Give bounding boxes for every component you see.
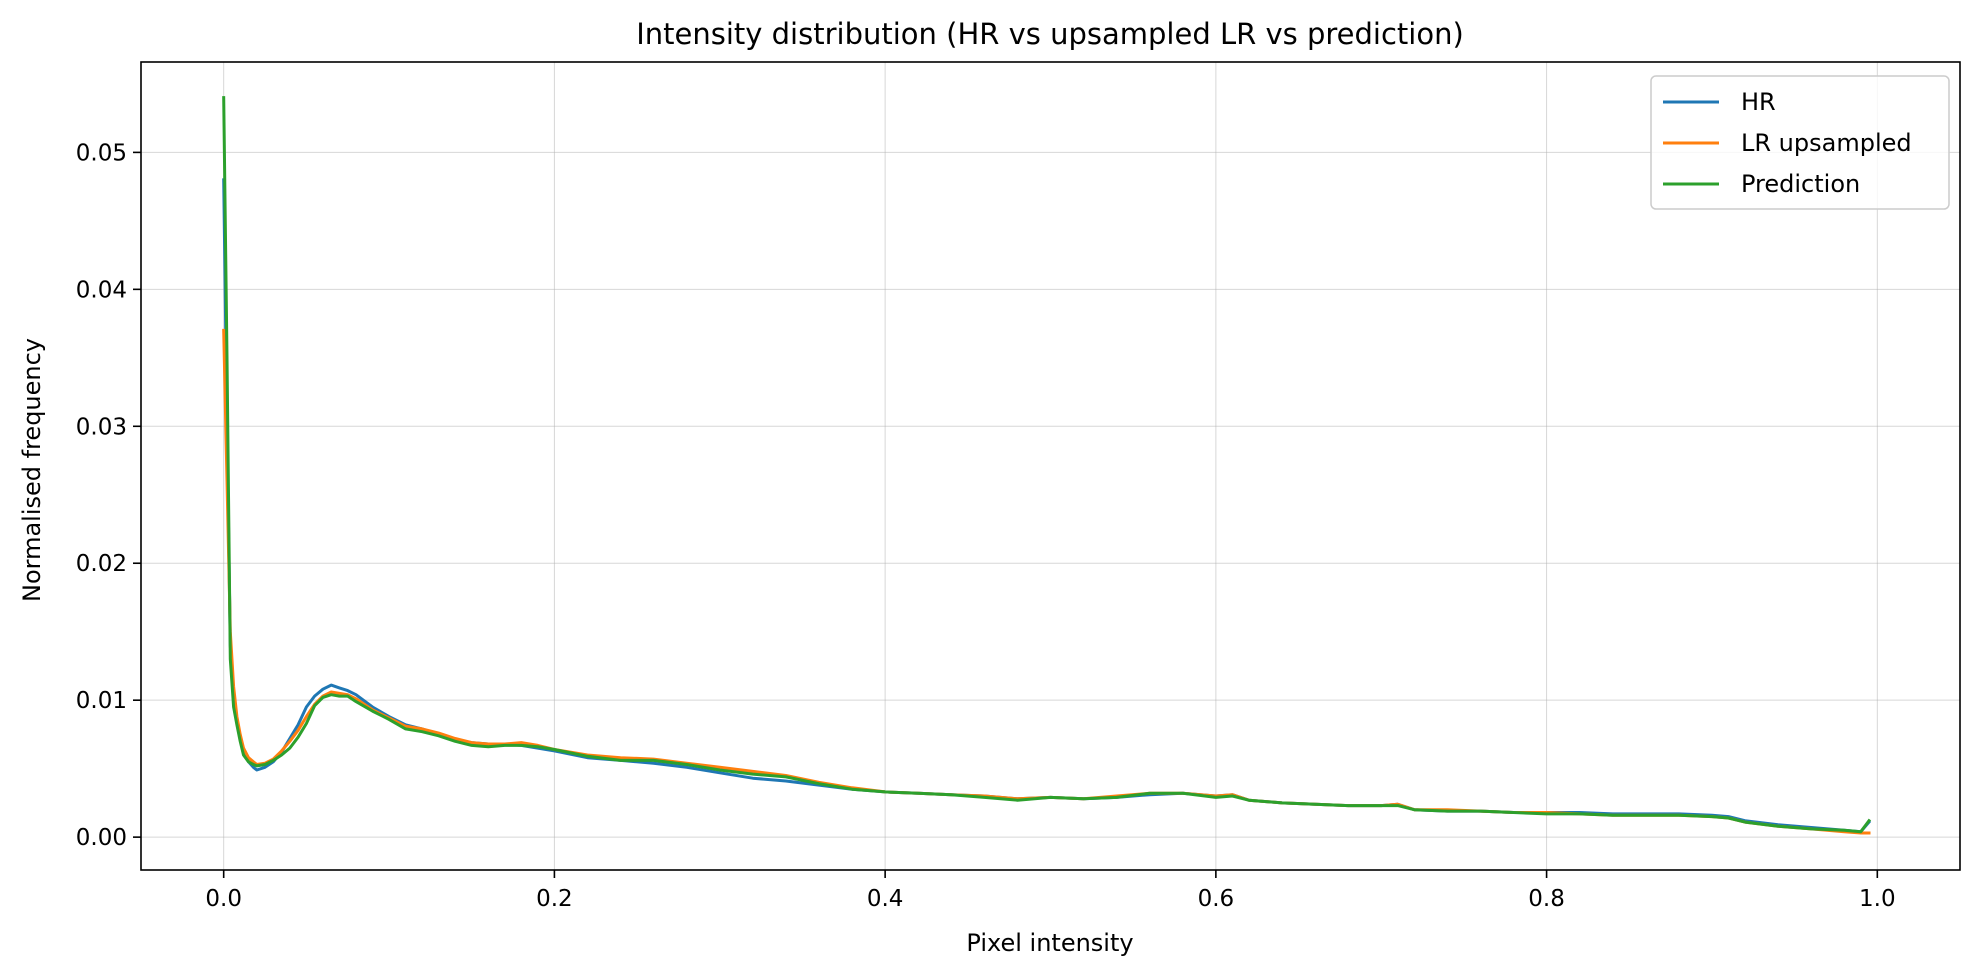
x-axis-title: Pixel intensity — [966, 929, 1133, 957]
y-axis-title: Normalised frequency — [18, 338, 46, 602]
legend: HR LR upsampled Prediction — [1650, 75, 1950, 210]
axes-frame — [140, 61, 1961, 871]
axis-ticks: 0.0 0.2 0.4 0.6 0.8 1.0 0.00 0.01 0.02 0.03 0.04 0.… — [76, 140, 1896, 912]
y-tick-label: 0.03 — [76, 414, 127, 440]
series-lines — [222, 96, 1872, 835]
grid — [141, 62, 1960, 870]
y-tick-label: 0.04 — [76, 277, 127, 303]
y-tick-label: 0.02 — [76, 551, 127, 577]
y-tick-label: 0.05 — [76, 140, 127, 166]
x-tick-label: 0.4 — [867, 886, 904, 912]
x-tick-label: 0.2 — [536, 886, 573, 912]
x-tick-label: 0.8 — [1528, 886, 1565, 912]
x-tick-label: 1.0 — [1859, 886, 1896, 912]
legend-box — [1650, 75, 1950, 210]
y-tick-label: 0.00 — [76, 825, 127, 851]
x-tick-label: 0.6 — [1198, 886, 1235, 912]
legend-label: Prediction — [1741, 170, 1860, 198]
legend-label: HR — [1741, 88, 1776, 116]
legend-label: LR upsampled — [1741, 129, 1912, 157]
y-tick-label: 0.01 — [76, 688, 127, 714]
series-line-2 — [222, 96, 1872, 834]
chart-title: Intensity distribution (HR vs upsampled … — [636, 17, 1464, 51]
x-tick-label: 0.0 — [205, 886, 242, 912]
